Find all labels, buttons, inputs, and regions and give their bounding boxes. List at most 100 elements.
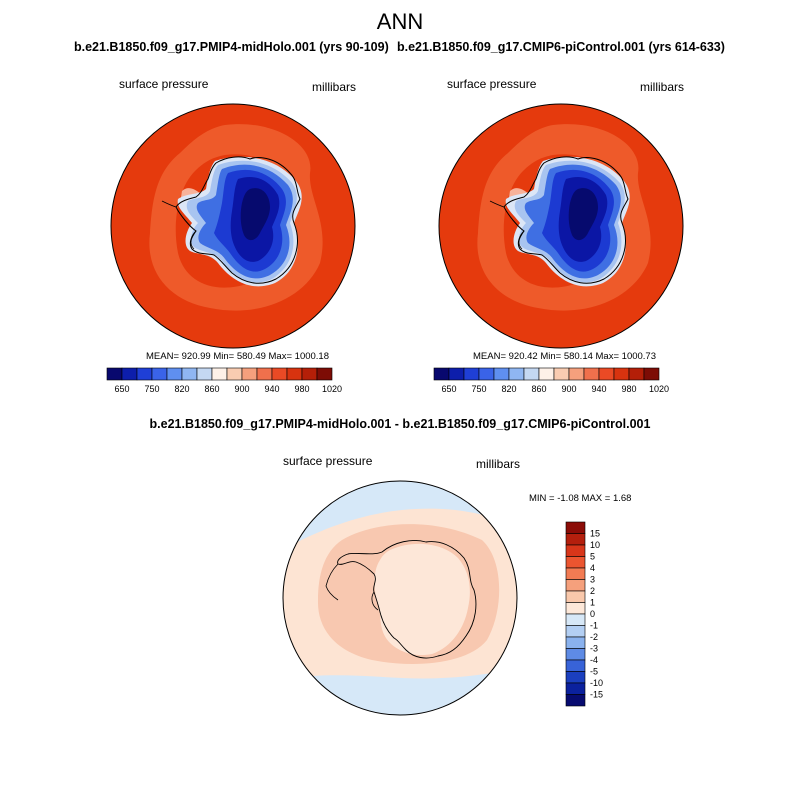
colorbar-label-3: 860 [531, 384, 546, 394]
colorbar-box-12 [613, 367, 630, 381]
colorbar-box-10 [583, 367, 600, 381]
coastline-peninsula [161, 200, 197, 250]
colorbar-box-7 [538, 367, 555, 381]
colorbar-label-1: 750 [471, 384, 486, 394]
colorbar-box-6 [196, 367, 213, 381]
colorbar-box-3 [151, 367, 168, 381]
diff-panel-variable: surface pressure [283, 454, 373, 468]
colorbar-box-13 [628, 367, 645, 381]
diff-inner [374, 543, 470, 656]
colorbar-box-8 [226, 367, 243, 381]
diff-panel-title: b.e21.B1850.f09_g17.PMIP4-midHolo.001 - … [149, 417, 651, 431]
diff-colorbar-box-10 [565, 636, 586, 649]
colorbar-label-6: 980 [294, 384, 309, 394]
diff-colorbar-label-5: 2 [590, 586, 595, 596]
panel-1-map [110, 103, 356, 349]
diff-colorbar-box-1 [565, 533, 586, 546]
colorbar-box-5 [181, 367, 198, 381]
colorbar-label-3: 860 [204, 384, 219, 394]
panel-1-stats: MEAN= 920.99 Min= 580.49 Max= 1000.18 [146, 351, 329, 362]
diff-colorbar-label-9: -2 [590, 632, 598, 642]
colorbar-box-4 [493, 367, 510, 381]
diff-colorbar-label-6: 1 [590, 598, 595, 608]
diff-colorbar-box-0 [565, 521, 586, 534]
diff-colorbar-box-2 [565, 544, 586, 557]
colorbar-label-5: 940 [264, 384, 279, 394]
panel-1-variable: surface pressure [119, 77, 209, 91]
coastline [175, 156, 301, 284]
diff-colorbar-label-12: -5 [590, 667, 598, 677]
panel-2-variable: surface pressure [447, 77, 537, 91]
diff-colorbar-box-4 [565, 567, 586, 580]
colorbar-label-4: 900 [561, 384, 576, 394]
colorbar-box-8 [553, 367, 570, 381]
colorbar-label-7: 1020 [322, 384, 342, 394]
diff-colorbar-label-11: -4 [590, 655, 598, 665]
panel-2-units: millibars [640, 80, 685, 94]
diff-colorbar-box-7 [565, 602, 586, 615]
colorbar-box-7 [211, 367, 228, 381]
diff-colorbar-label-3: 4 [590, 563, 595, 573]
diff-colorbar-box-12 [565, 659, 586, 672]
colorbar-box-11 [598, 367, 615, 381]
colorbar-label-5: 940 [591, 384, 606, 394]
panel-1-units: millibars [312, 80, 357, 94]
colorbar-label-6: 980 [621, 384, 636, 394]
ice-level-5 [568, 188, 598, 241]
diff-map [282, 480, 518, 716]
colorbar-box-2 [463, 367, 480, 381]
panel-2-stats: MEAN= 920.42 Min= 580.14 Max= 1000.73 [473, 351, 656, 362]
colorbar-box-4 [166, 367, 183, 381]
diff-colorbar-box-15 [565, 694, 586, 707]
colorbar-label-2: 820 [174, 384, 189, 394]
diff-colorbar-box-8 [565, 613, 586, 626]
colorbar-box-3 [478, 367, 495, 381]
colorbar-box-11 [271, 367, 288, 381]
colorbar-box-9 [241, 367, 258, 381]
diff-coastline-peninsula [325, 563, 379, 611]
diff-colorbar-label-0: 15 [590, 529, 600, 539]
figure-title: ANN [376, 9, 424, 34]
colorbar-box-2 [136, 367, 153, 381]
colorbar-label-1: 750 [144, 384, 159, 394]
diff-colorbar-box-6 [565, 590, 586, 603]
colorbar-box-14 [316, 367, 333, 381]
panel-2-title: b.e21.B1850.f09_g17.CMIP6-piControl.001 … [397, 40, 725, 54]
panel-2-map [438, 103, 684, 349]
colorbar-box-10 [256, 367, 273, 381]
map-boundary [110, 103, 356, 349]
diff-colorbar-box-13 [565, 671, 586, 684]
colorbar-box-0 [433, 367, 450, 381]
colorbar-label-0: 650 [441, 384, 456, 394]
coastline-peninsula [489, 200, 525, 250]
panel-1-colorbar: 650 750 820 860 900 940 980 1020 [106, 367, 342, 394]
colorbar-box-5 [508, 367, 525, 381]
colorbar-box-0 [106, 367, 123, 381]
colorbar-label-7: 1020 [649, 384, 669, 394]
diff-colorbar-label-10: -3 [590, 644, 598, 654]
diff-colorbar-label-13: -10 [590, 678, 603, 688]
colorbar-box-1 [448, 367, 465, 381]
colorbar-box-9 [568, 367, 585, 381]
panel-2-colorbar: 650 750 820 860 900 940 980 1020 [433, 367, 669, 394]
colorbar-label-0: 650 [114, 384, 129, 394]
diff-panel-stats: MIN = -1.08 MAX = 1.68 [529, 493, 632, 504]
colorbar-box-6 [523, 367, 540, 381]
diff-colorbar-box-11 [565, 648, 586, 661]
diff-colorbar-box-3 [565, 556, 586, 569]
diff-panel-units: millibars [476, 457, 521, 471]
diff-colorbar-label-4: 3 [590, 575, 595, 585]
colorbar-box-1 [121, 367, 138, 381]
colorbar-box-12 [286, 367, 303, 381]
diff-colorbar-label-8: -1 [590, 621, 598, 631]
ice-level-5 [240, 188, 270, 241]
panel-1-title: b.e21.B1850.f09_g17.PMIP4-midHolo.001 (y… [74, 40, 389, 54]
map-boundary [282, 480, 518, 716]
diff-colorbar-label-14: -15 [590, 690, 603, 700]
diff-colorbar-box-14 [565, 682, 586, 695]
map-boundary [438, 103, 684, 349]
colorbar-label-2: 820 [501, 384, 516, 394]
diff-colorbar-label-2: 5 [590, 552, 595, 562]
colorbar-box-14 [643, 367, 660, 381]
